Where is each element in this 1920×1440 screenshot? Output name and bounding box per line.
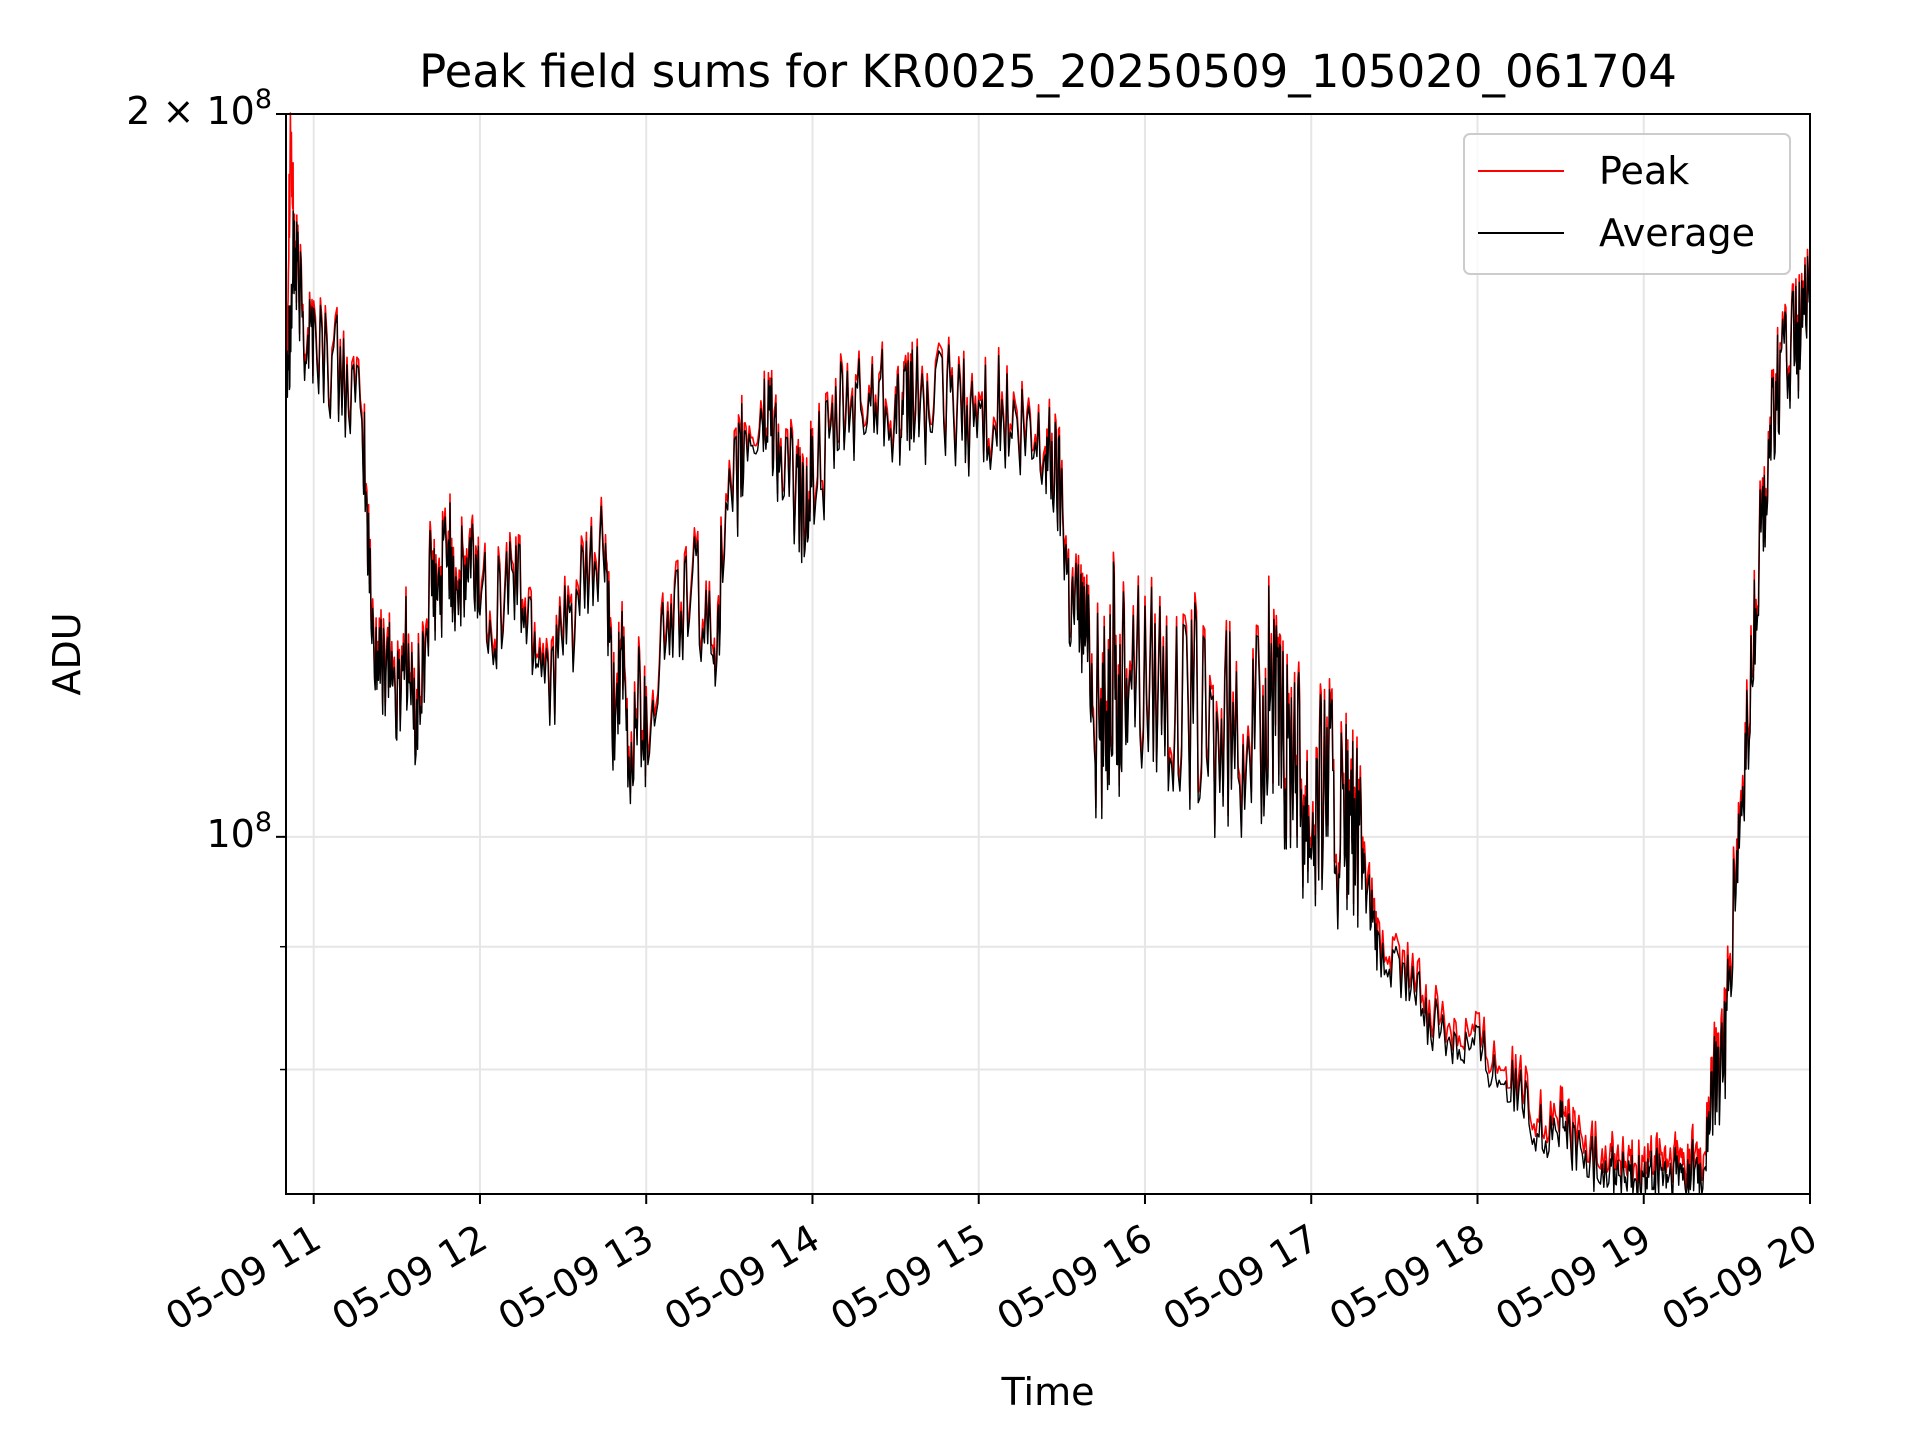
series-line-average <box>286 210 1811 1195</box>
y-tick-base: 10 <box>206 89 254 133</box>
y-tick-label: 108 <box>206 807 272 856</box>
y-tick-label: 2 × 108 <box>126 84 272 133</box>
y-tick-exponent: 8 <box>255 807 272 838</box>
y-tick-base: 10 <box>206 812 254 856</box>
legend-box <box>1463 133 1791 275</box>
x-axis-label: Time <box>1001 1370 1095 1414</box>
legend: Peak Average <box>1463 133 1791 275</box>
chart-title: Peak field sums for KR0025_20250509_1050… <box>419 45 1677 98</box>
legend-label-peak: Peak <box>1599 149 1689 193</box>
y-tick-prefix: 2 × <box>126 89 206 133</box>
plot-frame <box>285 113 1811 1195</box>
y-axis-label: ADU <box>45 612 89 695</box>
series-lines <box>286 112 1811 1195</box>
plot-background <box>286 114 1810 1194</box>
y-tick-exponent: 8 <box>255 84 272 115</box>
legend-label-average: Average <box>1599 211 1755 255</box>
